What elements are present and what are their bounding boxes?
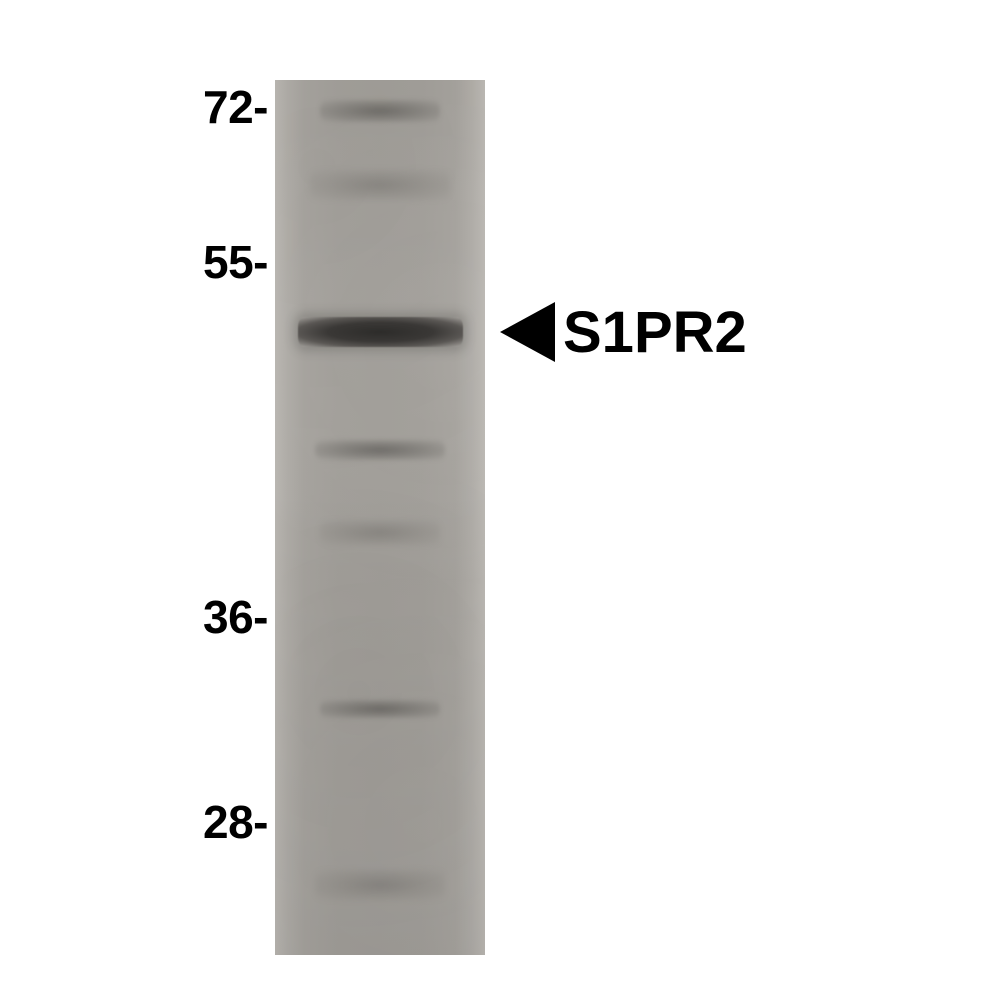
mw-marker: 28- xyxy=(203,795,268,849)
band-label-text: S1PR2 xyxy=(563,299,747,366)
blot-lane xyxy=(275,80,485,955)
lane-texture xyxy=(275,80,485,955)
band-label: S1PR2 xyxy=(500,302,747,362)
mw-marker: 36- xyxy=(203,590,268,644)
band-background xyxy=(320,100,440,122)
band-background xyxy=(315,870,445,900)
mw-marker: 55- xyxy=(203,235,268,289)
mw-marker: 72- xyxy=(203,80,268,134)
band-main xyxy=(298,317,463,347)
band-background xyxy=(310,170,450,200)
western-blot-figure: 72- 55- 36- 28- S1PR2 xyxy=(0,0,1000,1000)
band-background xyxy=(320,520,440,545)
band-background xyxy=(315,440,445,460)
arrowhead-icon xyxy=(500,302,555,362)
band-background xyxy=(320,700,440,718)
